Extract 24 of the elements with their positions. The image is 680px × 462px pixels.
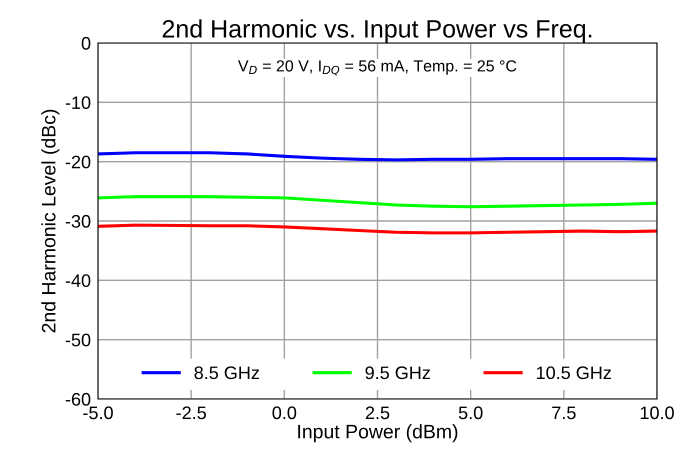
y-tick-label: -10 — [66, 96, 90, 110]
line-series — [98, 195, 657, 208]
x-axis-title: Input Power (dBm) — [298, 424, 458, 442]
y-tick-label: -60 — [66, 392, 90, 406]
x-tick-label: 2.5 — [366, 406, 390, 420]
y-tick-label: -20 — [66, 156, 90, 168]
y-tick-label: -50 — [66, 334, 90, 346]
annotation: V$_{D}$ = 20 V, I$_{DQ}$ = 56 mA, Temp. = 25 °C — [238, 60, 516, 76]
y-tick-label: -40 — [66, 274, 90, 288]
x-tick-label: 10.0 — [640, 406, 674, 420]
x-tick-label: 0.0 — [272, 406, 296, 420]
x-tick-label: -5.0 — [83, 406, 113, 420]
legend-label: 10.5 GHz — [536, 366, 611, 380]
line-series — [98, 224, 657, 234]
x-tick-label: -2.5 — [176, 406, 206, 420]
chart-title: 2nd Harmonic vs. Input Power vs Freq. — [162, 19, 592, 43]
legend-label: 9.5 GHz — [365, 366, 430, 380]
y-tick-label: -30 — [66, 214, 90, 228]
y-axis-title: 2nd Harmonic Level (dBc) — [41, 110, 60, 332]
y-tick-label: 0 — [82, 36, 90, 50]
legend-label: 8.5 GHz — [194, 366, 260, 380]
line-series — [98, 151, 657, 162]
x-tick-label: 7.5 — [552, 406, 576, 420]
x-tick-label: 5.0 — [458, 406, 483, 420]
